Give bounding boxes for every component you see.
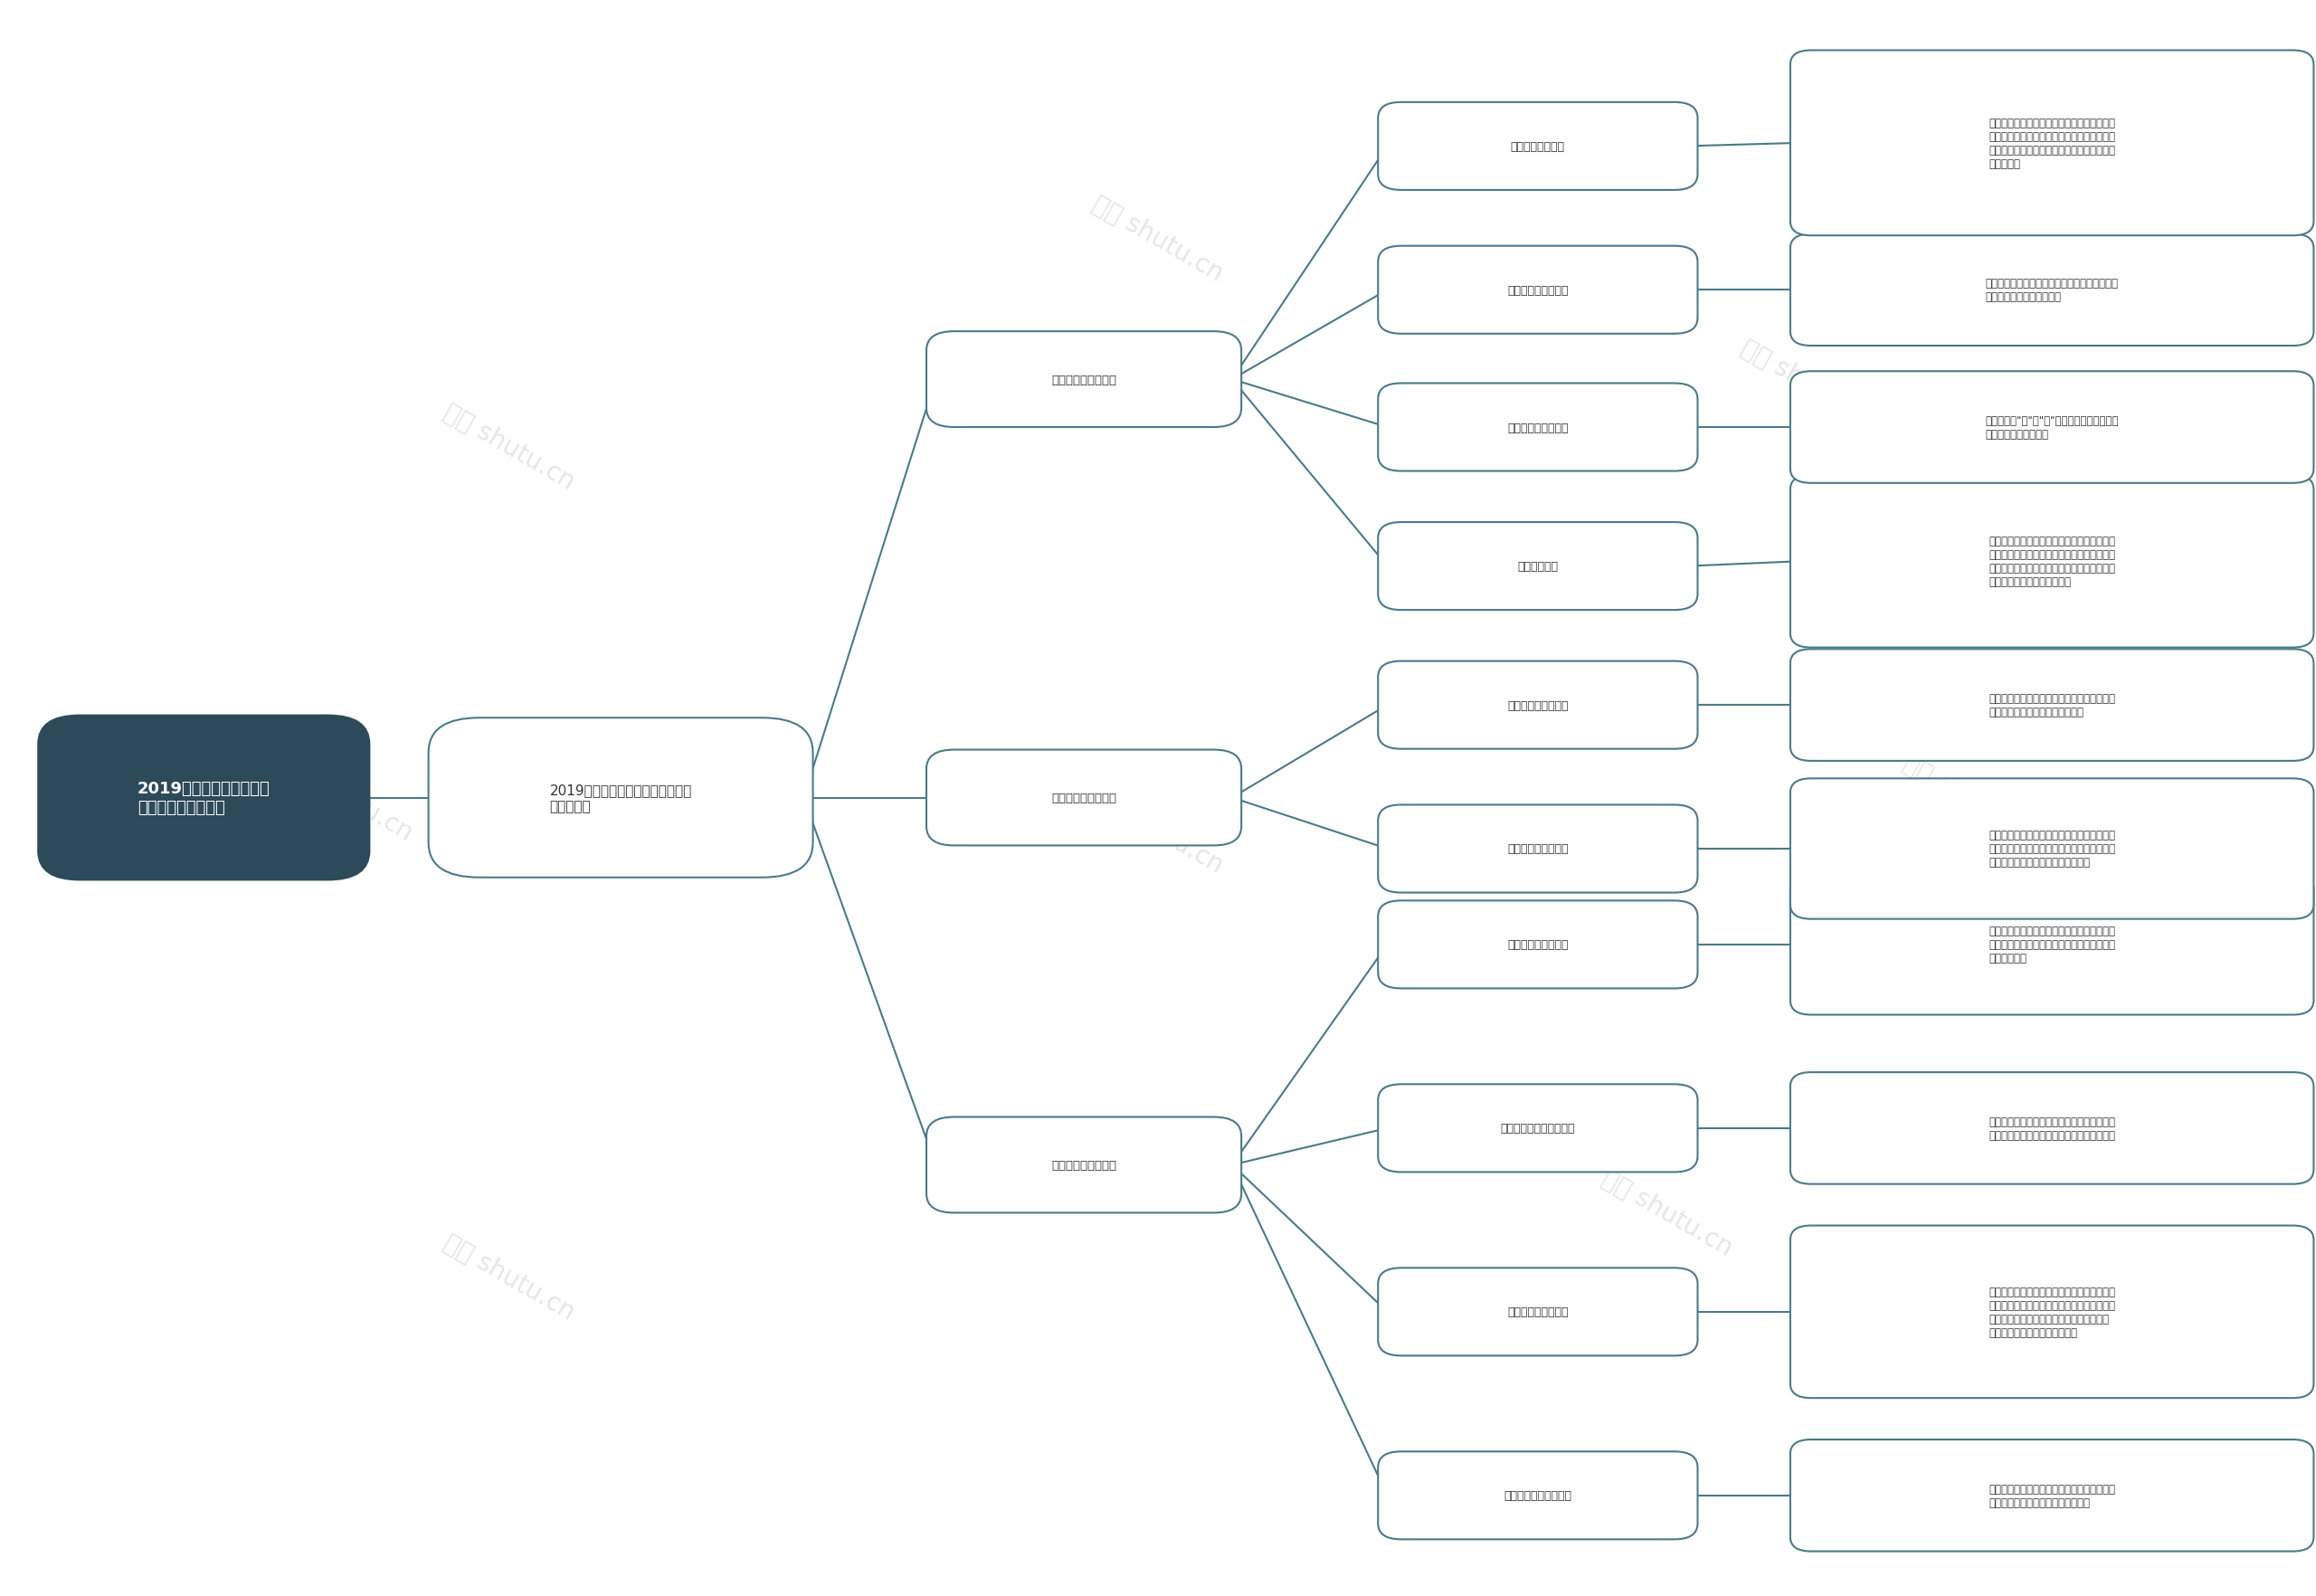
Text: 二、考试从审题开始: 二、考试从审题开始 — [1508, 421, 1568, 434]
Text: 树图 shutu.cn: 树图 shutu.cn — [1089, 782, 1227, 878]
Text: 基本概念要一个字一个字理解并记忆，要准确
掌握基本概念的内涵外延。只有思维钻进去才
能了解内涵，思维发散才能了解外延。只有
概念过关，作题才能又快又准。: 基本概念要一个字一个字理解并记忆，要准确 掌握基本概念的内涵外延。只有思维钻进去… — [1989, 1286, 2115, 1337]
FancyBboxPatch shape — [1790, 1073, 2314, 1184]
Text: 树图 shutu.cn: 树图 shutu.cn — [1899, 750, 2038, 846]
Text: 2019高考数学答题技巧：
快速提分掌握三部分: 2019高考数学答题技巧： 快速提分掌握三部分 — [137, 780, 271, 816]
Text: 树图 shutu.cn: 树图 shutu.cn — [278, 750, 417, 846]
FancyBboxPatch shape — [926, 750, 1241, 846]
Text: 考前找到你近期做过的试卷，把错的题重做一
遍，这才是有的放矢的复习方法。: 考前找到你近期做过的试卷，把错的题重做一 遍，这才是有的放矢的复习方法。 — [1989, 693, 2115, 718]
FancyBboxPatch shape — [1790, 51, 2314, 236]
FancyBboxPatch shape — [1790, 875, 2314, 1015]
Text: 一、加倍递减训练法: 一、加倍递减训练法 — [1508, 843, 1568, 855]
FancyBboxPatch shape — [1790, 476, 2314, 648]
FancyBboxPatch shape — [1790, 650, 2314, 761]
Text: 要把演算纸看成是试卷的一部分，要工整有序，
为了方便检查要写上题号。: 要把演算纸看成是试卷的一部分，要工整有序， 为了方便检查要写上题号。 — [1985, 278, 2119, 303]
Text: 第三部分：考试方法: 第三部分：考试方法 — [1051, 373, 1116, 386]
Text: 考生要自信，要有客观的考试目标，追求正常
发挥，而不要期望自己超长表现。这样心态会
放的很平和，沉着冷静的同时也要适度紧张，
要使大脑处于最佳活跃状态。: 考生要自信，要有客观的考试目标，追求正常 发挥，而不要期望自己超长表现。这样心态… — [1989, 536, 2115, 587]
FancyBboxPatch shape — [1378, 1267, 1698, 1357]
FancyBboxPatch shape — [1378, 661, 1698, 749]
Text: 四、难题要独立完成: 四、难题要独立完成 — [1508, 938, 1568, 951]
Text: 审题要避免"猜"、"漏"两种不良习惯，为此审
题要从字到词再到句。: 审题要避免"猜"、"漏"两种不良习惯，为此审 题要从字到词再到句。 — [1985, 415, 2119, 440]
FancyBboxPatch shape — [1378, 804, 1698, 892]
Text: 四、正确对待难题: 四、正确对待难题 — [1510, 140, 1566, 153]
Text: 三、学会使用演算纸: 三、学会使用演算纸 — [1508, 284, 1568, 297]
FancyBboxPatch shape — [1378, 522, 1698, 610]
FancyBboxPatch shape — [1378, 900, 1698, 990]
Text: 二、考前不要做新题: 二、考前不要做新题 — [1508, 699, 1568, 712]
FancyBboxPatch shape — [926, 332, 1241, 428]
Text: 树图 shutu.cn: 树图 shutu.cn — [1737, 335, 1876, 431]
FancyBboxPatch shape — [1378, 1085, 1698, 1171]
FancyBboxPatch shape — [1790, 1440, 2314, 1551]
Text: 树图 shutu.cn: 树图 shutu.cn — [440, 1229, 579, 1325]
Text: 一、预习是聪明的选择: 一、预习是聪明的选择 — [1503, 1489, 1573, 1502]
Text: 一、良好心态: 一、良好心态 — [1517, 560, 1559, 573]
Text: 三、作业可巩固所学知识: 三、作业可巩固所学知识 — [1501, 1122, 1575, 1135]
Text: 想得高分一定要过难题关，难题的关键是学会
三种语言的熟练转换。（文字语言、符号语言
、图形语言）: 想得高分一定要过难题关，难题的关键是学会 三种语言的熟练转换。（文字语言、符号语… — [1989, 926, 2115, 964]
FancyBboxPatch shape — [1790, 1226, 2314, 1398]
FancyBboxPatch shape — [428, 718, 813, 878]
Text: 第一部分：学习方法: 第一部分：学习方法 — [1051, 1159, 1116, 1171]
FancyBboxPatch shape — [1378, 383, 1698, 472]
Text: 树图 shutu.cn: 树图 shutu.cn — [440, 399, 579, 495]
FancyBboxPatch shape — [1378, 102, 1698, 190]
Text: 通过训练，从心理上、精力上、准确度上逐渐
调整到考试的最佳状态。该训练一定要在专业
人员指导下进行，否则达不到效果。: 通过训练，从心理上、精力上、准确度上逐渐 调整到考试的最佳状态。该训练一定要在专… — [1989, 830, 2115, 868]
FancyBboxPatch shape — [1790, 372, 2314, 484]
Text: 树图 shutu.cn: 树图 shutu.cn — [1089, 192, 1227, 287]
Text: 2019高考数学答题技巧：快速提分
掌握三部分: 2019高考数学答题技巧：快速提分 掌握三部分 — [549, 784, 692, 812]
Text: 作业一定要认真做，不要为节约时间省步骤，
作业不要自检，全面暴露存在的问题是好事。: 作业一定要认真做，不要为节约时间省步骤， 作业不要自检，全面暴露存在的问题是好事… — [1989, 1116, 2115, 1141]
Text: 二、基本概念是根本: 二、基本概念是根本 — [1508, 1306, 1568, 1318]
FancyBboxPatch shape — [926, 1117, 1241, 1213]
FancyBboxPatch shape — [1378, 1452, 1698, 1539]
Text: 第二部分：复习方法: 第二部分：复习方法 — [1051, 792, 1116, 804]
Text: 难题是用来拉开分数的，不管你水平高低，都
应该学会绕开难题最后做。不要被难题搞乱思
绪，只有这样才能保证无论什么考试，你都能
排前几名。: 难题是用来拉开分数的，不管你水平高低，都 应该学会绕开难题最后做。不要被难题搞乱… — [1989, 118, 2115, 169]
Text: 树图 shutu.cn: 树图 shutu.cn — [1598, 1165, 1737, 1261]
FancyBboxPatch shape — [37, 715, 371, 881]
Text: 最好老师指定预习内容，每天不超过十分钟，
预习的目的就是强制记忆基本概念。: 最好老师指定预习内容，每天不超过十分钟， 预习的目的就是强制记忆基本概念。 — [1989, 1483, 2115, 1508]
FancyBboxPatch shape — [1790, 235, 2314, 346]
FancyBboxPatch shape — [1790, 779, 2314, 919]
FancyBboxPatch shape — [1378, 246, 1698, 335]
